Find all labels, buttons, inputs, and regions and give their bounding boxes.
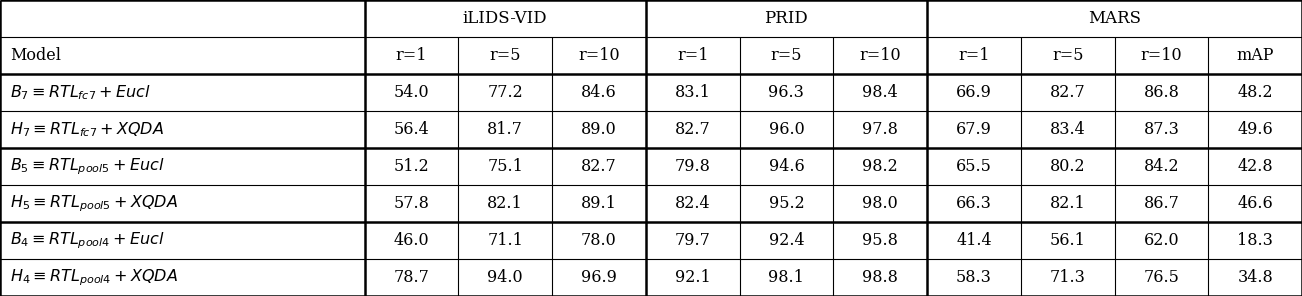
Text: 76.5: 76.5 <box>1143 269 1180 286</box>
Text: 98.1: 98.1 <box>768 269 805 286</box>
Text: 46.6: 46.6 <box>1237 195 1273 212</box>
Text: PRID: PRID <box>764 10 809 27</box>
Text: 65.5: 65.5 <box>956 158 992 175</box>
Text: 94.0: 94.0 <box>487 269 523 286</box>
Text: 57.8: 57.8 <box>393 195 430 212</box>
Text: 89.1: 89.1 <box>581 195 617 212</box>
Text: 92.4: 92.4 <box>768 232 805 249</box>
Text: 94.6: 94.6 <box>768 158 805 175</box>
Text: 77.2: 77.2 <box>487 84 523 101</box>
Text: 46.0: 46.0 <box>393 232 430 249</box>
Text: MARS: MARS <box>1088 10 1141 27</box>
Text: 79.7: 79.7 <box>674 232 711 249</box>
Text: 75.1: 75.1 <box>487 158 523 175</box>
Text: $H_5 \equiv RTL_{pool5} + XQDA$: $H_5 \equiv RTL_{pool5} + XQDA$ <box>10 193 178 214</box>
Text: 62.0: 62.0 <box>1143 232 1180 249</box>
Text: 84.6: 84.6 <box>581 84 617 101</box>
Text: 71.1: 71.1 <box>487 232 523 249</box>
Text: 67.9: 67.9 <box>956 121 992 138</box>
Text: 78.7: 78.7 <box>393 269 430 286</box>
Text: r=5: r=5 <box>1052 47 1083 64</box>
Text: 97.8: 97.8 <box>862 121 898 138</box>
Text: 82.1: 82.1 <box>487 195 523 212</box>
Text: $H_4 \equiv RTL_{pool4} + XQDA$: $H_4 \equiv RTL_{pool4} + XQDA$ <box>10 267 178 288</box>
Text: 96.3: 96.3 <box>768 84 805 101</box>
Text: 54.0: 54.0 <box>393 84 430 101</box>
Text: r=10: r=10 <box>1141 47 1182 64</box>
Text: $H_7 \equiv RTL_{fc7} + XQDA$: $H_7 \equiv RTL_{fc7} + XQDA$ <box>10 120 164 139</box>
Text: 83.1: 83.1 <box>674 84 711 101</box>
Text: 82.4: 82.4 <box>674 195 711 212</box>
Text: 56.4: 56.4 <box>393 121 430 138</box>
Text: 84.2: 84.2 <box>1143 158 1180 175</box>
Text: 83.4: 83.4 <box>1049 121 1086 138</box>
Text: 49.6: 49.6 <box>1237 121 1273 138</box>
Text: Model: Model <box>10 47 61 64</box>
Text: 51.2: 51.2 <box>393 158 430 175</box>
Text: 42.8: 42.8 <box>1237 158 1273 175</box>
Text: 82.1: 82.1 <box>1049 195 1086 212</box>
Text: 78.0: 78.0 <box>581 232 617 249</box>
Text: 87.3: 87.3 <box>1143 121 1180 138</box>
Text: 89.0: 89.0 <box>581 121 617 138</box>
Text: 56.1: 56.1 <box>1049 232 1086 249</box>
Text: 96.0: 96.0 <box>768 121 805 138</box>
Text: 98.4: 98.4 <box>862 84 898 101</box>
Text: 92.1: 92.1 <box>674 269 711 286</box>
Text: 48.2: 48.2 <box>1237 84 1273 101</box>
Text: $B_5 \equiv RTL_{pool5} + Eucl$: $B_5 \equiv RTL_{pool5} + Eucl$ <box>10 156 165 177</box>
Text: $B_4 \equiv RTL_{pool4} + Eucl$: $B_4 \equiv RTL_{pool4} + Eucl$ <box>10 230 165 251</box>
Text: 95.8: 95.8 <box>862 232 898 249</box>
Text: r=1: r=1 <box>958 47 990 64</box>
Text: 95.2: 95.2 <box>768 195 805 212</box>
Text: iLIDS-VID: iLIDS-VID <box>464 10 547 27</box>
Text: 80.2: 80.2 <box>1049 158 1086 175</box>
Text: 82.7: 82.7 <box>674 121 711 138</box>
Text: $B_7 \equiv RTL_{fc7} + Eucl$: $B_7 \equiv RTL_{fc7} + Eucl$ <box>10 83 151 102</box>
Text: 86.8: 86.8 <box>1143 84 1180 101</box>
Text: 98.0: 98.0 <box>862 195 898 212</box>
Text: mAP: mAP <box>1237 47 1273 64</box>
Text: 82.7: 82.7 <box>1049 84 1086 101</box>
Text: 71.3: 71.3 <box>1049 269 1086 286</box>
Text: 66.9: 66.9 <box>956 84 992 101</box>
Text: 82.7: 82.7 <box>581 158 617 175</box>
Text: 98.2: 98.2 <box>862 158 898 175</box>
Text: 66.3: 66.3 <box>956 195 992 212</box>
Text: r=5: r=5 <box>771 47 802 64</box>
Text: 79.8: 79.8 <box>674 158 711 175</box>
Text: r=10: r=10 <box>578 47 620 64</box>
Text: 34.8: 34.8 <box>1237 269 1273 286</box>
Text: r=10: r=10 <box>859 47 901 64</box>
Text: 86.7: 86.7 <box>1143 195 1180 212</box>
Text: 41.4: 41.4 <box>956 232 992 249</box>
Text: r=5: r=5 <box>490 47 521 64</box>
Text: 98.8: 98.8 <box>862 269 898 286</box>
Text: r=1: r=1 <box>396 47 427 64</box>
Text: 96.9: 96.9 <box>581 269 617 286</box>
Text: 58.3: 58.3 <box>956 269 992 286</box>
Text: 18.3: 18.3 <box>1237 232 1273 249</box>
Text: 81.7: 81.7 <box>487 121 523 138</box>
Text: r=1: r=1 <box>677 47 708 64</box>
